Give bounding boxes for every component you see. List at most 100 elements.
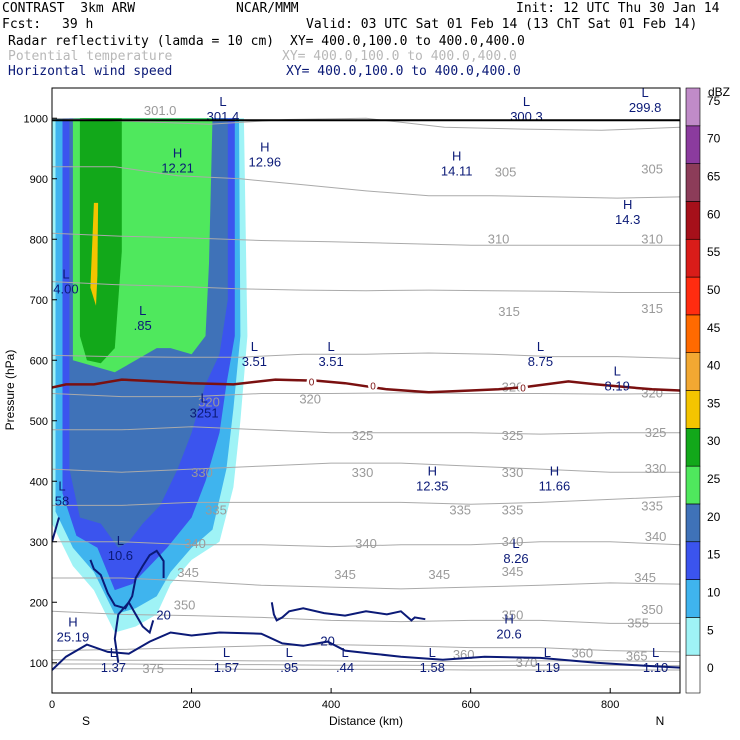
theta-contour-355 bbox=[52, 610, 680, 624]
field-3-name: Horizontal wind speed bbox=[8, 64, 173, 79]
wind-extremum-value: 20.6 bbox=[496, 626, 521, 641]
header-valid: Valid: 03 UTC Sat 01 Feb 14 (13 ChT Sat … bbox=[306, 17, 698, 32]
theta-contour-340 bbox=[52, 495, 680, 506]
theta-contour-350 bbox=[52, 577, 680, 590]
x-tick-label: 0 bbox=[49, 699, 55, 711]
field-3-xy: XY= 400.0,100.0 to 400.0,400.0 bbox=[286, 64, 521, 79]
wind-extremum-value: .95 bbox=[280, 660, 298, 675]
axes: 0 200 400 600 800100200300400500600700800900… bbox=[24, 87, 681, 711]
field-2-xy: XY= 400.0,100.0 to 400.0,400.0 bbox=[282, 49, 517, 64]
theta-label: 345 bbox=[634, 570, 656, 585]
wind-extremum-value: 11.66 bbox=[539, 478, 571, 493]
theta-contour-310 bbox=[52, 232, 680, 246]
wind-extremum-value: 8.75 bbox=[528, 354, 553, 369]
colorbar-swatch bbox=[685, 201, 701, 240]
wind-extremum-value: .44 bbox=[336, 660, 354, 675]
colorbar-swatch bbox=[685, 314, 701, 353]
theta-label: 345 bbox=[334, 567, 356, 582]
theta-label: 340 bbox=[502, 534, 524, 549]
header-fcst-value: 39 h bbox=[62, 17, 94, 32]
colorbar-label: 75 bbox=[707, 94, 721, 108]
theta-contour-325 bbox=[52, 392, 680, 398]
theta-label: 320 bbox=[198, 395, 220, 410]
theta-contour-360 bbox=[52, 644, 680, 653]
wind-contour-label: 0 bbox=[520, 383, 526, 394]
wind-extremum-type: L bbox=[110, 645, 117, 660]
theta-label: 360 bbox=[571, 646, 593, 661]
wind-extremum-type: H bbox=[173, 146, 182, 161]
colorbar-label: 10 bbox=[707, 585, 721, 599]
colorbar-swatch bbox=[685, 617, 701, 656]
theta-contour-320 bbox=[52, 352, 680, 359]
wind-extremum-type: L bbox=[327, 339, 334, 354]
colorbar-swatch bbox=[685, 428, 701, 467]
y-tick-label: 1000 bbox=[24, 113, 48, 125]
theta-label: 350 bbox=[174, 597, 196, 612]
wind-extremum-type: H bbox=[68, 615, 77, 630]
wind-extremum-type: L bbox=[62, 267, 69, 282]
theta-label: 340 bbox=[355, 536, 377, 551]
wind-extremum-value: .85 bbox=[134, 318, 152, 333]
x-tick-label: 400 bbox=[322, 699, 340, 711]
theta-contour-345 bbox=[52, 541, 680, 548]
colorbar-swatch bbox=[685, 352, 701, 391]
theta-label: 350 bbox=[502, 608, 524, 623]
y-tick-label: 800 bbox=[30, 234, 48, 246]
theta-label: 315 bbox=[498, 304, 520, 319]
wind-extremum-type: L bbox=[139, 303, 146, 318]
wind-extremum-value: 14.3 bbox=[615, 212, 640, 227]
reflectivity-region-30dbz bbox=[79, 118, 122, 364]
theta-contour-370 bbox=[52, 663, 680, 667]
colorbar-swatch bbox=[685, 125, 701, 164]
reflectivity-layer bbox=[52, 118, 248, 633]
theta-label: 340 bbox=[184, 536, 206, 551]
theta-label: 315 bbox=[641, 301, 663, 316]
wind-extremum-type: L bbox=[58, 478, 65, 493]
y-tick-label: 400 bbox=[30, 476, 48, 488]
field-1-name: Radar reflectivity (lamda = 10 cm) bbox=[8, 34, 275, 49]
wind-label-bg bbox=[306, 376, 317, 387]
colorbar-swatch bbox=[685, 541, 701, 580]
wind-extremum-value: 25.19 bbox=[57, 630, 90, 645]
wind-label-bg bbox=[518, 382, 528, 393]
theta-label: 335 bbox=[449, 502, 471, 517]
theta-label: 301.0 bbox=[144, 103, 177, 118]
colorbar-label: 0 bbox=[707, 661, 714, 675]
wind-extremum-type: L bbox=[286, 645, 293, 660]
colorbar-label: 30 bbox=[707, 434, 721, 448]
theta-label: 350 bbox=[641, 602, 663, 617]
wind-contour-label: 0 bbox=[370, 382, 376, 393]
theta-label: 345 bbox=[502, 564, 524, 579]
theta-label: 330 bbox=[502, 465, 524, 480]
colorbar-unit: dBZ bbox=[708, 85, 730, 99]
wind-extremum-type: H bbox=[428, 463, 437, 478]
y-tick-label: 100 bbox=[30, 658, 48, 670]
wind-contour-20 bbox=[113, 600, 155, 663]
wind-extremum-type: L bbox=[523, 94, 530, 109]
wind-extremum-value: 3.51 bbox=[318, 354, 343, 369]
theta-contour-375 bbox=[52, 668, 680, 671]
reflectivity-region-35dbz bbox=[90, 202, 99, 306]
theta-label: 325 bbox=[352, 428, 374, 443]
wind-contour-label: 20 bbox=[320, 634, 334, 649]
wind-extremum-value: 14.11 bbox=[441, 164, 473, 179]
end-label-north: N bbox=[656, 714, 665, 728]
wind-extremum-type: L bbox=[537, 339, 544, 354]
theta-label: 345 bbox=[177, 565, 199, 580]
header-model: CONTRAST 3km ARW bbox=[2, 1, 136, 16]
theta-label: 335 bbox=[502, 502, 524, 517]
wind-extremum-type: L bbox=[641, 85, 648, 100]
header-fcst-label: Fcst: bbox=[2, 17, 42, 32]
theta-label: 330 bbox=[191, 465, 213, 480]
wind-extremum-type: L bbox=[429, 645, 436, 660]
wind-extremum-value: 1.58 bbox=[420, 660, 445, 675]
wind-extremum-type: H bbox=[550, 463, 559, 478]
theta-label: 335 bbox=[205, 502, 227, 517]
colorbar-swatch bbox=[685, 390, 701, 429]
wind-contour-20 bbox=[52, 517, 60, 543]
wind-extremum-type: H bbox=[623, 197, 632, 212]
colorbar-label: 35 bbox=[707, 396, 721, 410]
theta-label: 335 bbox=[641, 499, 663, 514]
wind-contour-20 bbox=[52, 631, 680, 671]
